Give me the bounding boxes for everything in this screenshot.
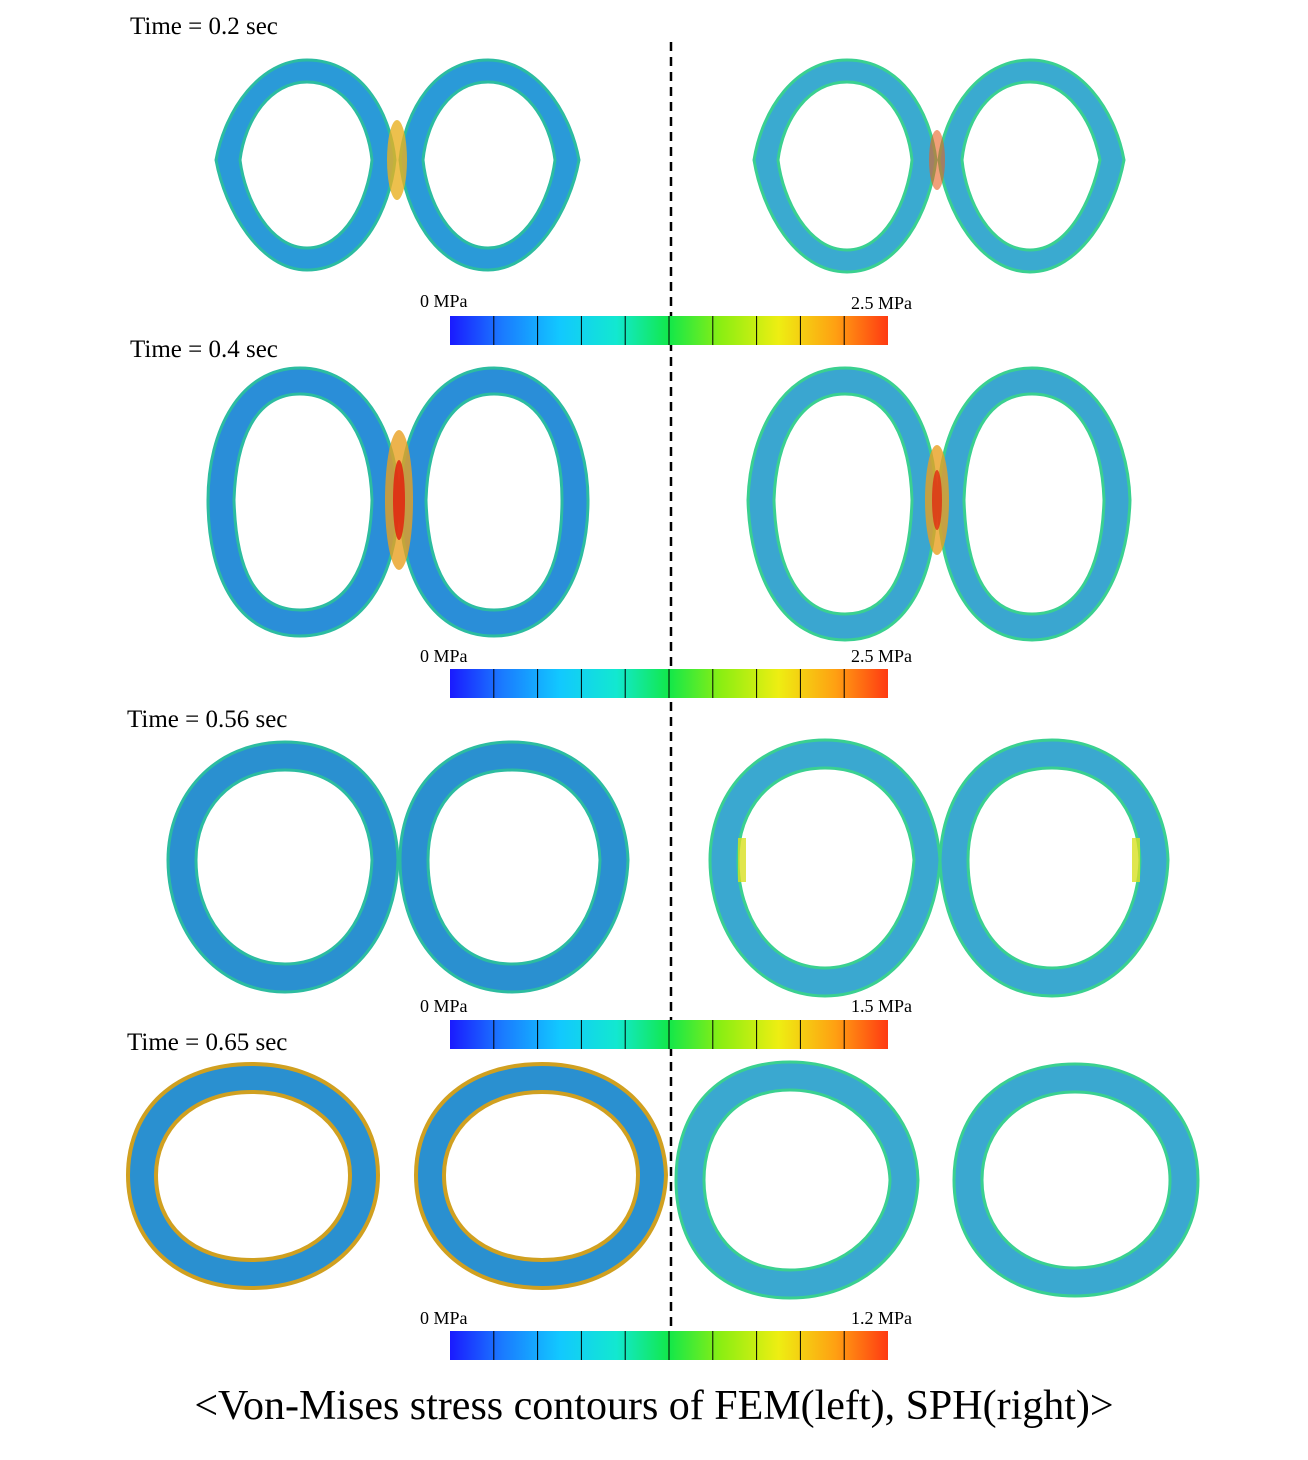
frame-3-sph	[708, 738, 1170, 998]
scale-max-label: 2.5 MPa	[851, 646, 913, 666]
colorbar-ticks	[493, 316, 845, 345]
frame-4-sph	[674, 1060, 1200, 1300]
fem-ring-left	[166, 740, 400, 994]
scale-min-label: 0 MPa	[420, 1308, 468, 1328]
frame-1-sph	[752, 58, 1126, 274]
fem-ring-right	[398, 740, 630, 994]
scale-max-label: 2.5 MPa	[851, 293, 913, 313]
fem-ring-left	[214, 58, 397, 272]
frame-4-fem	[125, 1061, 669, 1291]
scale-min-label: 0 MPa	[420, 996, 468, 1016]
sph-peak-stress	[932, 470, 942, 530]
time-label: Time = 0.65 sec	[127, 1029, 288, 1056]
figure-caption: <Von-Mises stress contours of FEM(left),…	[194, 1383, 1114, 1429]
sph-ring-left	[708, 738, 942, 998]
time-label: Time = 0.2 sec	[130, 13, 278, 40]
sph-stress-band	[1132, 838, 1140, 882]
sph-ring-right	[936, 366, 1132, 642]
fem-ring-left	[206, 366, 400, 638]
scale-max-label: 1.5 MPa	[851, 996, 913, 1016]
colorbar-ticks	[493, 1020, 845, 1049]
time-label: Time = 0.4 sec	[130, 336, 278, 363]
sph-ring-right	[938, 738, 1170, 998]
sph-ring-left	[746, 366, 938, 642]
sph-stress-band	[738, 838, 746, 882]
frame-1-fem	[214, 58, 581, 272]
fem-ring-right	[398, 58, 581, 272]
fem-ring-right	[398, 366, 590, 638]
fem-ring-right	[413, 1061, 669, 1291]
sph-ring-left	[752, 58, 938, 274]
colorbar-2	[450, 669, 888, 698]
colorbar-3	[450, 1020, 888, 1049]
colorbar-1	[450, 316, 888, 345]
scale-min-label: 0 MPa	[420, 291, 468, 311]
frame-3-fem	[166, 740, 630, 994]
colorbar-ticks	[493, 1331, 845, 1360]
colorbar-ticks	[493, 669, 845, 698]
time-label: Time = 0.56 sec	[127, 706, 288, 733]
fem-ring-left	[125, 1061, 381, 1291]
frame-2-sph	[746, 366, 1132, 642]
scale-min-label: 0 MPa	[420, 646, 468, 666]
fem-peak-stress	[393, 460, 405, 540]
sph-ring-left	[674, 1060, 920, 1300]
fem-contact-zone	[387, 120, 407, 200]
sph-contact-zone	[929, 130, 945, 190]
sph-ring-right	[952, 1062, 1200, 1298]
scale-max-label: 1.2 MPa	[851, 1308, 913, 1328]
colorbar-4	[450, 1331, 888, 1360]
frame-2-fem	[206, 366, 590, 638]
sph-ring-right	[937, 58, 1126, 274]
